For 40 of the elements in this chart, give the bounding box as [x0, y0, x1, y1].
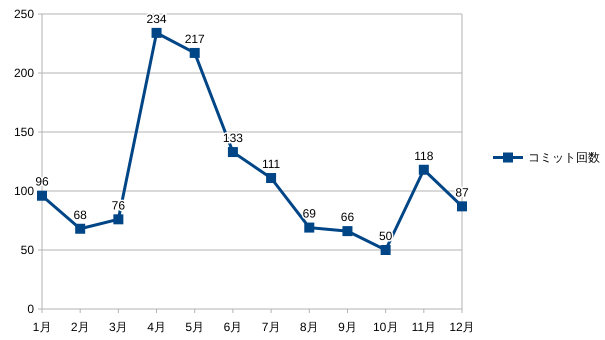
point: [380, 245, 391, 255]
x-tick-label: 8月: [300, 320, 319, 334]
data-label: 96: [35, 174, 49, 189]
x-tick-label: 1月: [32, 320, 52, 334]
data-label: 69: [302, 206, 316, 221]
data-label: 66: [340, 210, 354, 224]
x-tick-label: 7月: [262, 320, 280, 334]
point: [75, 224, 86, 234]
point: [190, 48, 200, 58]
data-label: 87: [455, 185, 469, 200]
data-label: 217: [184, 32, 206, 46]
y-tick-label: 150: [14, 125, 34, 139]
x-tick-label: 4月: [147, 320, 166, 334]
legend-label: コミット回数: [528, 150, 600, 164]
point: [457, 201, 467, 212]
data-label: 234: [146, 12, 167, 26]
y-tick-label: 250: [14, 7, 34, 21]
x-tick-label: 10月: [372, 320, 398, 334]
data-label: 68: [74, 208, 88, 222]
x-tick-label: 2月: [70, 320, 90, 334]
point: [152, 28, 162, 38]
y-tick-label: 50: [20, 243, 34, 257]
point: [113, 214, 124, 224]
x-tick-label: 9月: [338, 320, 357, 334]
point: [37, 190, 47, 201]
x-tick-label: 11月: [412, 320, 436, 334]
x-tick-label: 3月: [109, 320, 128, 334]
y-tick-label: 100: [14, 184, 34, 198]
data-label: 111: [262, 157, 281, 172]
x-tick-label: 6月: [224, 320, 242, 334]
point: [418, 164, 429, 175]
x-tick-label: 5月: [185, 320, 204, 334]
y-tick-label: 0: [27, 302, 34, 316]
point: [266, 173, 276, 184]
y-tick-label: 200: [14, 66, 34, 80]
point: [342, 226, 352, 236]
point: [228, 147, 238, 158]
data-label: 118: [414, 148, 434, 163]
x-tick-label: 12月: [449, 320, 475, 334]
point: [304, 222, 314, 233]
